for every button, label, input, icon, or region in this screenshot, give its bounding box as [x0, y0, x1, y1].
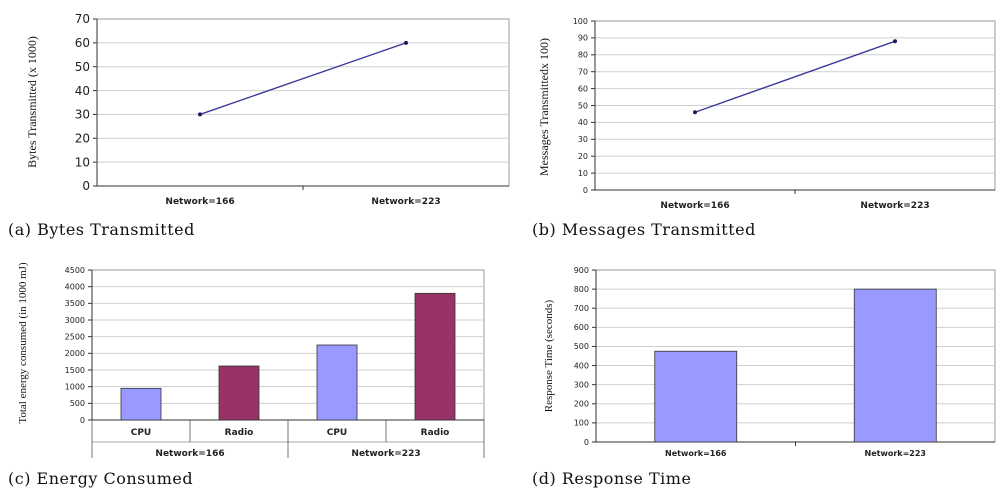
- x-tick-label: CPU: [131, 428, 152, 438]
- y-tick-label: 4500: [65, 266, 85, 275]
- y-tick-label: 30: [75, 108, 90, 122]
- ylabel-b: Messages Transmittedx 100): [537, 38, 551, 176]
- y-tick-label: 200: [574, 400, 589, 409]
- y-tick-label: 500: [70, 399, 85, 408]
- y-tick-label: 10: [75, 155, 90, 169]
- y-tick-label: 900: [574, 266, 589, 275]
- x-tick-label: Radio: [421, 428, 450, 438]
- y-tick-label: 0: [82, 179, 90, 193]
- bar: [654, 350, 738, 443]
- x-tick-label: Network=223: [860, 201, 929, 211]
- x-tick-label: Radio: [225, 428, 254, 438]
- y-tick-label: 100: [573, 17, 588, 26]
- plot-area: [96, 18, 510, 187]
- chart-messages-transmitted: 0 10 20 30 40 50 60 70 80 90 100 Network=166 Network…: [573, 17, 996, 211]
- x-tick-label: Network=223: [371, 197, 440, 207]
- y-tick-label: 3000: [65, 316, 85, 325]
- y-tick-label: 500: [574, 342, 589, 351]
- y-tick-label: 800: [574, 285, 589, 294]
- y-tick-label: 4000: [65, 282, 85, 291]
- y-tick-label: 50: [75, 60, 90, 74]
- chart-bytes-transmitted: 0 10 20 30 40 50 60 70 Network=166 Network=223: [75, 12, 510, 207]
- x-tick-label: Network=223: [865, 449, 927, 458]
- y-tick-label: 70: [578, 68, 588, 77]
- bar: [120, 387, 162, 421]
- y-tick-label: 80: [578, 51, 588, 60]
- bar: [414, 292, 456, 421]
- y-tick-label: 0: [584, 438, 589, 447]
- y-tick-label: 700: [574, 304, 589, 313]
- y-tick-label: 40: [578, 118, 588, 127]
- caption-d: (d) Response Time: [532, 469, 691, 488]
- chart-response-time: 0 100 200 300 400 500 600 700 800 900 Network=166 N…: [574, 266, 996, 458]
- x-tick-label: Network=166: [660, 201, 729, 211]
- y-tick-label: 1500: [65, 366, 85, 375]
- y-tick-label: 300: [574, 380, 589, 389]
- y-tick-label: 90: [578, 34, 588, 43]
- y-tick-label: 1000: [65, 382, 85, 391]
- chart-energy-consumed: 0 500 1000 1500 2000 2500 3000 3500 4000 4500 CPU R…: [65, 266, 485, 459]
- group-label: Network=166: [155, 449, 224, 459]
- bar: [218, 365, 260, 421]
- y-tick-label: 2500: [65, 332, 85, 341]
- caption-c: (c) Energy Consumed: [8, 469, 193, 488]
- y-tick-label: 100: [574, 419, 589, 428]
- bar: [316, 344, 358, 421]
- series-line: [199, 42, 407, 116]
- y-tick-label: 0: [80, 416, 85, 425]
- y-tick-label: 20: [578, 152, 588, 161]
- y-tick-label: 400: [574, 361, 589, 370]
- y-tick-label: 20: [75, 131, 90, 145]
- x-tick-label: CPU: [327, 428, 348, 438]
- y-tick-label: 0: [583, 186, 588, 195]
- x-tick-label: Network=166: [165, 197, 234, 207]
- y-tick-label: 600: [574, 323, 589, 332]
- data-point: [893, 39, 897, 44]
- series-line: [694, 40, 896, 113]
- y-tick-label: 30: [578, 135, 588, 144]
- y-tick-label: 70: [75, 12, 90, 26]
- bar: [853, 288, 937, 443]
- y-tick-label: 60: [578, 84, 588, 93]
- y-tick-label: 40: [75, 84, 90, 98]
- y-tick-label: 60: [75, 36, 90, 50]
- x-tick-label: Network=166: [665, 449, 727, 458]
- ylabel-c: Total energy consumed (in 1000 mJ): [17, 262, 29, 424]
- caption-b: (b) Messages Transmitted: [532, 220, 756, 239]
- group-label: Network=223: [351, 449, 420, 459]
- data-point: [404, 40, 408, 45]
- caption-a: (a) Bytes Transmitted: [8, 220, 195, 239]
- ylabel-a: Bytes Transmitted (x 1000): [25, 36, 39, 168]
- y-tick-label: 3500: [65, 299, 85, 308]
- y-tick-label: 10: [578, 169, 588, 178]
- y-tick-label: 2000: [65, 349, 85, 358]
- data-point: [198, 112, 202, 117]
- ylabel-d: Response Time (seconds): [543, 299, 555, 412]
- data-point: [693, 110, 697, 115]
- y-tick-label: 50: [578, 101, 588, 110]
